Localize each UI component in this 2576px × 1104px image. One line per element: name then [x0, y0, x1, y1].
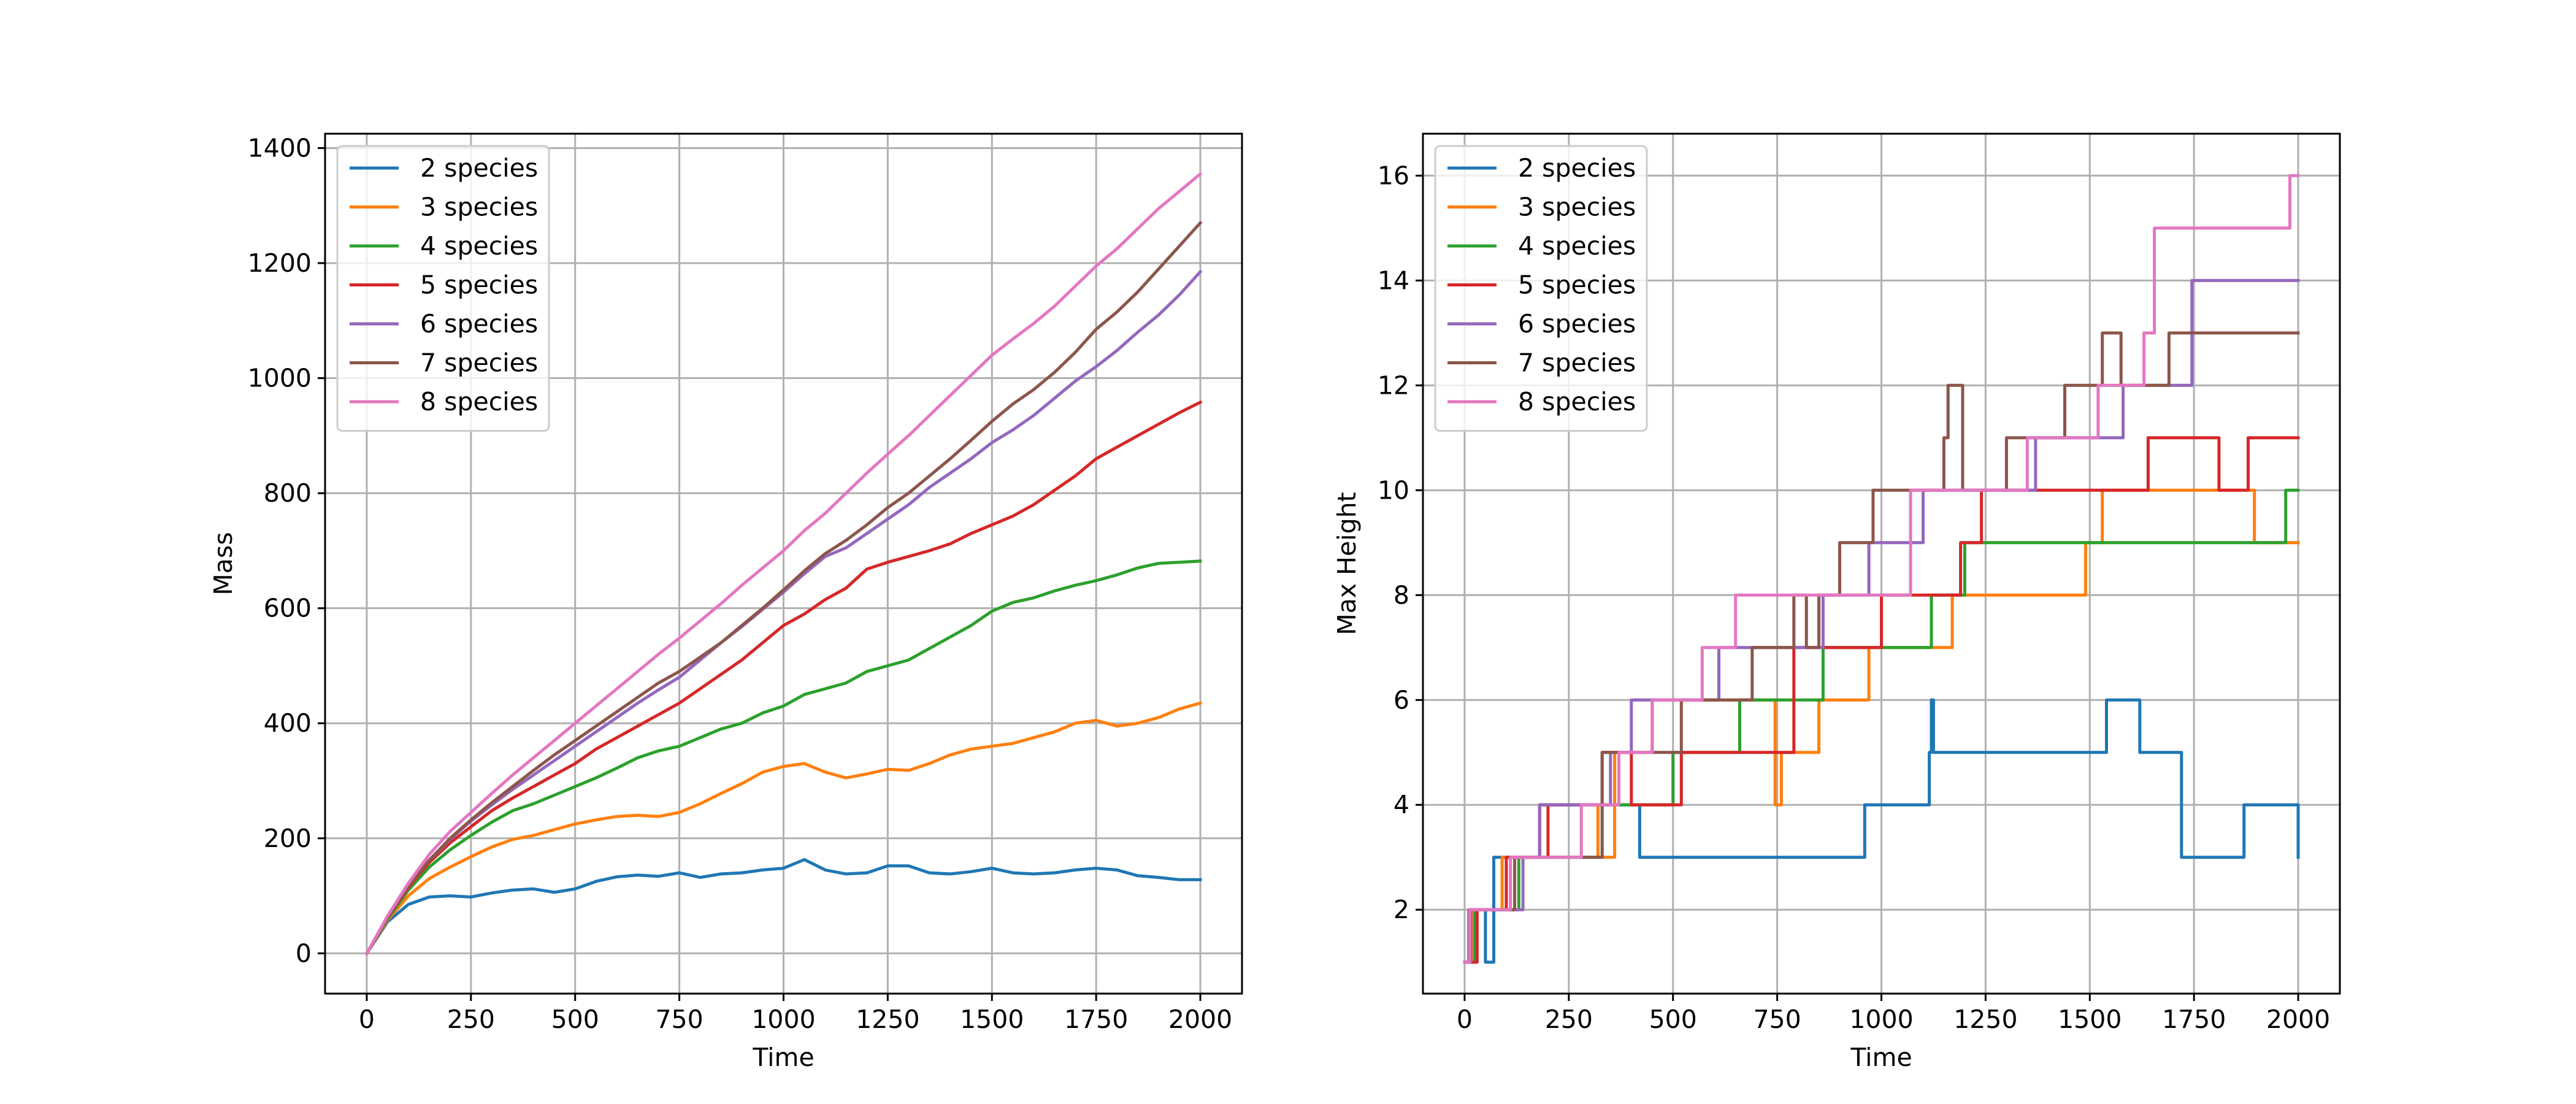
y-tick-label: 8 [1393, 580, 1409, 610]
x-tick-label: 1250 [1953, 1005, 2017, 1034]
series-line-4-species [364, 559, 1202, 956]
legend-label-7-species: 7 species [1518, 348, 1636, 378]
legend-label-5-species: 5 species [1518, 270, 1636, 300]
legend [1434, 145, 1648, 432]
legend-label-5-species: 5 species [420, 270, 538, 300]
y-tick-label: 1200 [248, 248, 312, 278]
x-axis-label: Time [1850, 1043, 1912, 1072]
legend-label-4-species: 4 species [1518, 231, 1636, 261]
x-tick-label: 250 [1545, 1005, 1593, 1034]
legend-label-3-species: 3 species [1518, 193, 1636, 222]
y-tick-label: 10 [1378, 475, 1409, 505]
y-tick-label: 14 [1378, 266, 1409, 295]
x-tick-label: 250 [447, 1005, 495, 1034]
legend-label-2-species: 2 species [420, 153, 538, 183]
legend-label-4-species: 4 species [420, 231, 538, 261]
series-line-3-species [364, 701, 1203, 956]
x-tick-label: 1500 [960, 1005, 1024, 1034]
legend-label-2-species: 2 species [1518, 153, 1636, 183]
legend-label-3-species: 3 species [420, 193, 538, 222]
series-line-8-species [1463, 174, 2300, 964]
y-tick-label: 2 [1393, 895, 1409, 924]
series-line-2-species [364, 858, 1202, 956]
x-tick-label: 1750 [2162, 1005, 2226, 1034]
x-tick-label: 500 [551, 1005, 599, 1034]
x-tick-label: 1750 [1064, 1005, 1128, 1034]
max-height-chart: 0 250 500 750 1000 1250 1500 1750 2000 2 4 6 8 10 12 14… [1332, 132, 2341, 1072]
y-tick-label: 400 [264, 708, 312, 738]
x-tick-label: 750 [655, 1005, 703, 1034]
x-tick-label: 0 [1457, 1005, 1473, 1034]
x-axis-label: Time [752, 1043, 814, 1072]
y-tick-label: 800 [264, 478, 312, 508]
series-line-6-species [364, 269, 1203, 956]
y-tick-label: 600 [264, 594, 312, 623]
y-tick-label: 0 [296, 938, 312, 968]
legend [336, 145, 550, 432]
x-tick-label: 750 [1753, 1005, 1801, 1034]
y-tick-label: 1000 [248, 364, 312, 393]
legend-label-6-species: 6 species [1518, 309, 1636, 339]
y-axis-label: Max Height [1332, 492, 1362, 635]
y-tick-label: 16 [1378, 161, 1409, 190]
series-line-4-species [1463, 488, 2300, 964]
legend-label-7-species: 7 species [420, 348, 538, 378]
series-line-7-species [364, 220, 1203, 956]
x-tick-label: 500 [1649, 1005, 1697, 1034]
y-axis-label: Mass [209, 532, 238, 595]
x-tick-label: 1000 [751, 1005, 815, 1034]
legend-label-6-species: 6 species [420, 309, 538, 339]
y-tick-label: 12 [1378, 370, 1409, 400]
series-group [364, 172, 1203, 956]
legend-label-8-species: 8 species [1518, 387, 1636, 416]
x-tick-label: 2000 [2266, 1005, 2330, 1034]
series-group [1463, 174, 2300, 964]
x-tick-label: 1500 [2058, 1005, 2122, 1034]
x-tick-label: 2000 [1168, 1005, 1232, 1034]
legend-label-8-species: 8 species [420, 387, 538, 416]
y-tick-label: 1400 [248, 133, 312, 163]
x-tick-label: 0 [359, 1005, 375, 1034]
mass-chart: 0 250 500 750 1000 1250 1500 1750 2000 0 200 400 600… [209, 132, 1243, 1072]
y-tick-label: 4 [1393, 790, 1409, 819]
y-tick-label: 200 [264, 824, 312, 853]
series-line-8-species [364, 172, 1203, 956]
y-tick-label: 6 [1393, 685, 1409, 715]
x-tick-label: 1000 [1849, 1005, 1913, 1034]
series-line-5-species [364, 400, 1203, 956]
x-tick-label: 1250 [856, 1005, 919, 1034]
